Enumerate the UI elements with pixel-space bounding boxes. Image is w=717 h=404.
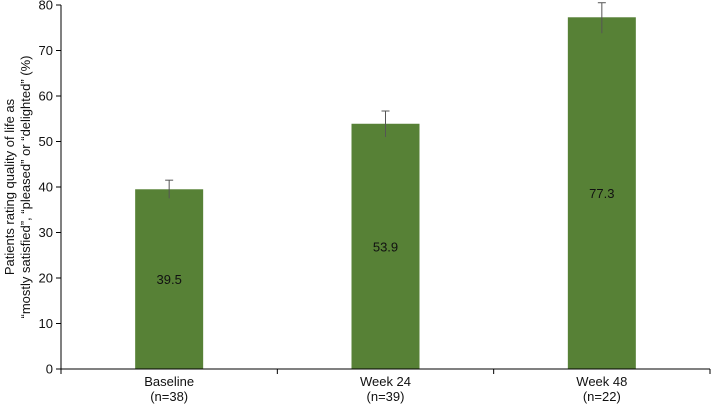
y-tick-label: 10 bbox=[39, 316, 53, 331]
bars-layer bbox=[135, 17, 636, 369]
data-label: 39.5 bbox=[157, 272, 182, 287]
y-axis-title-line2: “mostly satisfied”, “pleased” or “deligh… bbox=[18, 56, 33, 319]
y-tick-label: 20 bbox=[39, 271, 53, 286]
error-bars-layer bbox=[165, 2, 606, 199]
data-labels-layer: 39.5 53.9 77.3 bbox=[157, 186, 615, 287]
x-category-label: Week 24 (n=39) bbox=[360, 374, 411, 404]
x-category-label: Baseline (n=38) bbox=[144, 374, 194, 404]
x-category-label-line: Week 48 bbox=[576, 374, 627, 389]
y-tick-label: 0 bbox=[46, 362, 53, 377]
y-axis-title: Patients rating quality of life as “most… bbox=[2, 56, 33, 319]
x-category-label-line: Baseline bbox=[144, 374, 194, 389]
y-tick-label: 80 bbox=[39, 0, 53, 13]
y-tick-label: 70 bbox=[39, 43, 53, 58]
bar bbox=[567, 17, 636, 369]
data-label: 53.9 bbox=[373, 239, 398, 254]
bar bbox=[135, 189, 204, 369]
y-tick-label: 60 bbox=[39, 89, 53, 104]
x-category-label: Week 48 (n=22) bbox=[576, 374, 627, 404]
x-category-label-line: (n=39) bbox=[367, 389, 405, 404]
y-tick-label: 50 bbox=[39, 134, 53, 149]
y-tick-label: 40 bbox=[39, 180, 53, 195]
x-category-label-line: Week 24 bbox=[360, 374, 411, 389]
y-tick-label: 30 bbox=[39, 225, 53, 240]
x-category-label-line: (n=38) bbox=[150, 389, 188, 404]
y-axis-title-line1: Patients rating quality of life as bbox=[2, 98, 17, 275]
x-category-label-line: (n=22) bbox=[583, 389, 621, 404]
bar bbox=[351, 123, 420, 369]
data-label: 77.3 bbox=[589, 186, 614, 201]
